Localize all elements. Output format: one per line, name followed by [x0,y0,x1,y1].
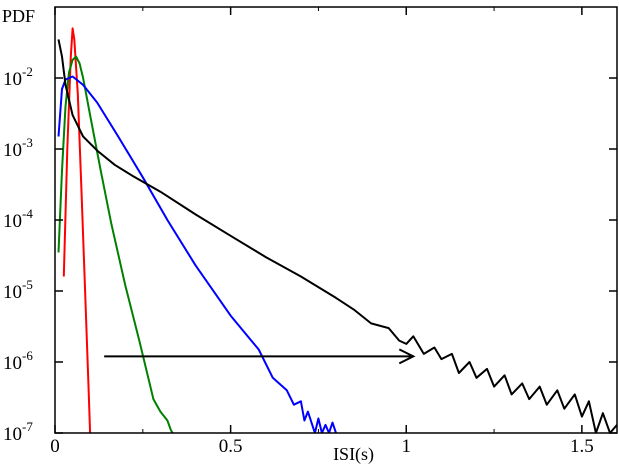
x-tick-label: 1.5 [570,436,594,457]
y-tick-label: 10-7 [3,419,33,445]
y-tick-label: 10-3 [3,135,33,161]
arrow-head-1 [398,348,416,365]
plot-area [57,27,617,433]
x-axis-label: ISI(s) [333,444,374,465]
x-tick-label: 0 [50,436,60,457]
y-axis-label: PDF [2,6,35,26]
series-line-4 [57,39,617,433]
series-line-3 [57,75,337,433]
y-tick-label: 10-2 [3,64,33,90]
x-tick-label: 0.5 [219,436,243,457]
y-tick-label: 10-4 [3,206,33,232]
plot-frame [54,6,618,434]
x-tick-label: 1 [402,436,412,457]
series-line-2 [57,55,174,433]
y-tick-label: 10-6 [3,348,33,374]
y-tick-label: 10-5 [3,277,33,303]
